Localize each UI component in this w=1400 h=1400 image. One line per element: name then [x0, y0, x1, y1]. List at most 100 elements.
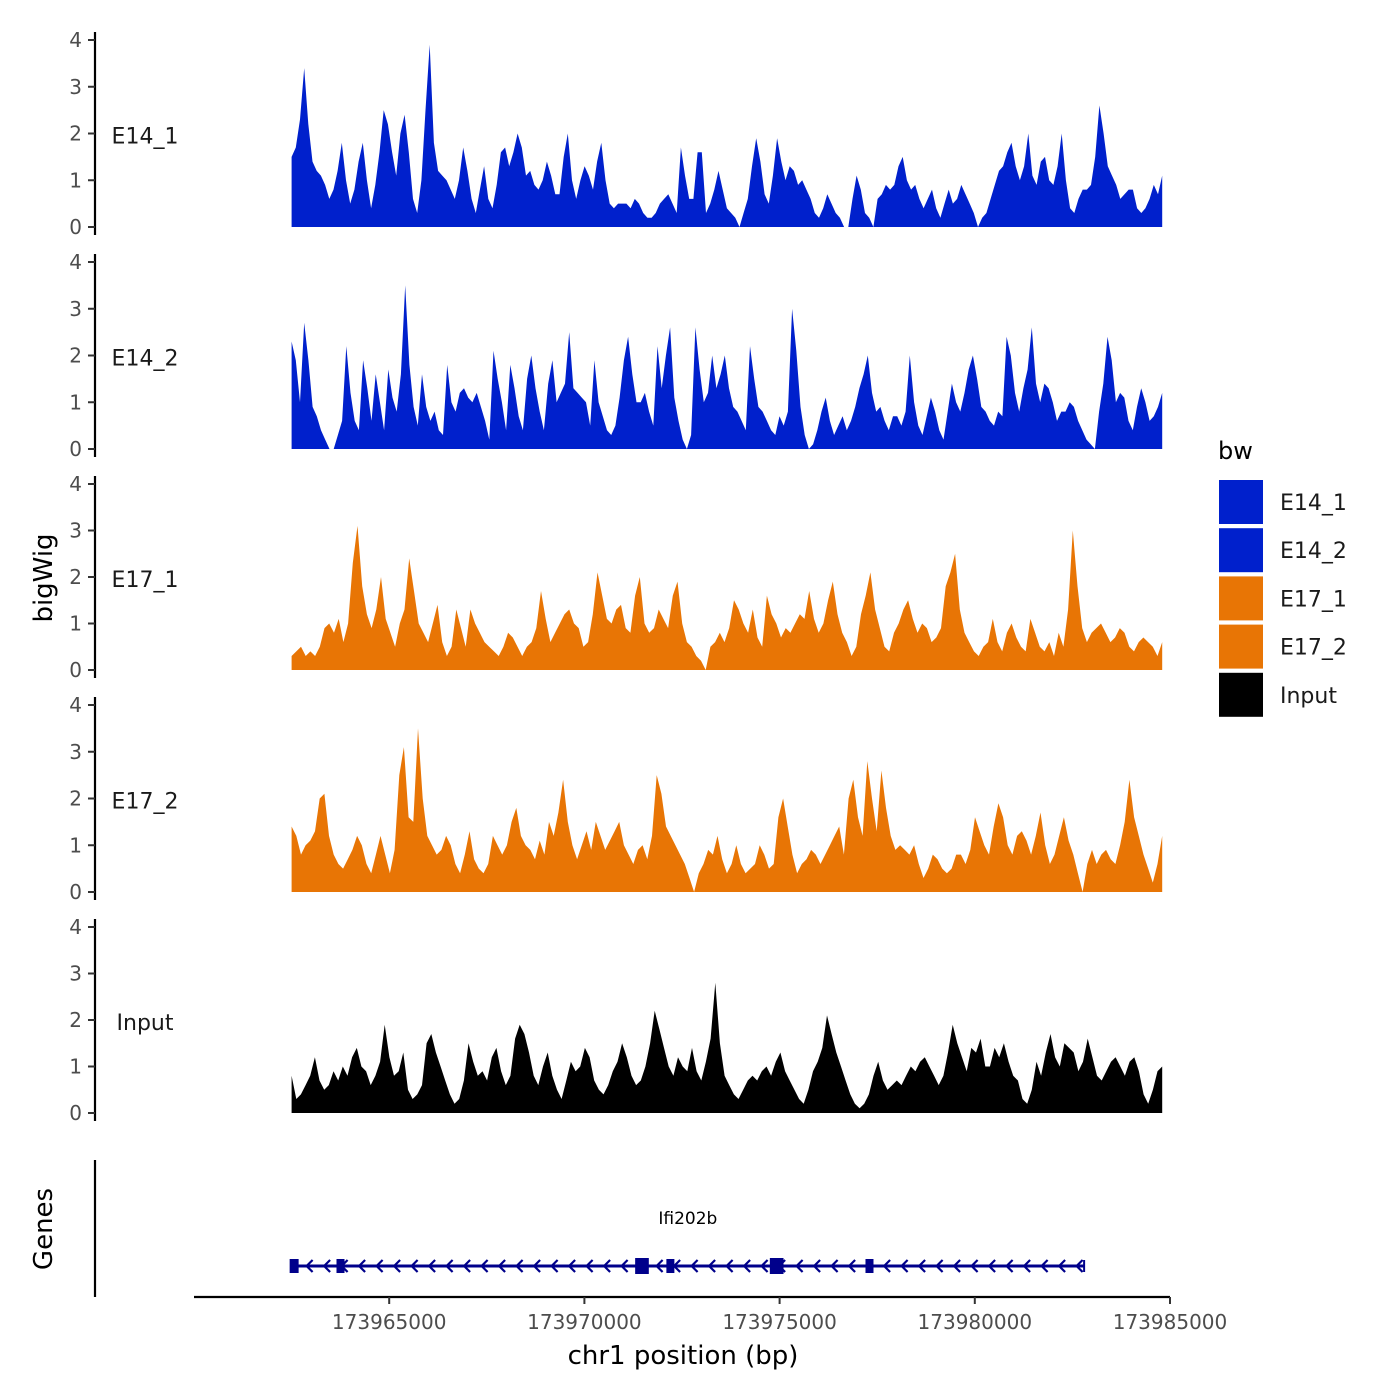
- genes-track: Ifi202b: [93, 1160, 1086, 1297]
- genes-axis-label: Genes: [29, 1188, 59, 1270]
- strand-arrow: [952, 1259, 961, 1273]
- strand-arrow: [917, 1259, 926, 1273]
- strand-arrow: [812, 1259, 821, 1273]
- y-tick-label: 0: [69, 880, 82, 904]
- y-tick-label: 4: [69, 28, 82, 52]
- y-tick-label: 2: [69, 565, 82, 589]
- y-tick-label: 0: [69, 658, 82, 682]
- track-E17_1: 0 1 2 3 4 E17_1: [69, 472, 1163, 682]
- strand-arrow: [690, 1259, 699, 1273]
- y-tick-label: 1: [69, 833, 82, 857]
- strand-arrow: [392, 1259, 401, 1273]
- x-tick-label: 173970000: [527, 1310, 642, 1334]
- strand-arrow: [900, 1259, 909, 1273]
- track-label: E17_2: [112, 790, 179, 815]
- strand-arrow: [585, 1259, 594, 1273]
- y-tick-label: 1: [69, 168, 82, 192]
- y-tick-label: 0: [69, 215, 82, 239]
- strand-arrow: [847, 1259, 856, 1273]
- strand-arrow: [760, 1259, 769, 1273]
- gene-label: Ifi202b: [658, 1209, 717, 1229]
- strand-arrow: [357, 1259, 366, 1273]
- x-tick-label: 173980000: [918, 1310, 1033, 1334]
- strand-arrow: [480, 1259, 489, 1273]
- y-tick-label: 4: [69, 693, 82, 717]
- strand-arrow: [375, 1259, 384, 1273]
- x-axis: 173965000 173970000 173975000 173980000 1739…: [194, 1295, 1228, 1334]
- strand-arrow: [532, 1259, 541, 1273]
- exon: [336, 1259, 345, 1273]
- track-E14_2: 0 1 2 3 4 E14_2: [69, 250, 1163, 461]
- y-tick-label: 3: [69, 962, 82, 986]
- strand-arrow: [410, 1259, 419, 1273]
- y-tick-label: 3: [69, 519, 82, 543]
- strand-arrow: [322, 1259, 331, 1273]
- strand-arrow: [987, 1259, 996, 1273]
- y-tick-label: 2: [69, 344, 82, 368]
- exon: [865, 1259, 874, 1273]
- signal-tracks: 0 1 2 3 4 E14_1 0 1 2 3 4 E14_2 0 1 2 3 4 E17_1 0 1 2 3 4 E17_2…: [69, 28, 1163, 1125]
- strand-arrow: [1057, 1259, 1066, 1273]
- strand-arrow: [427, 1259, 436, 1273]
- legend-swatch: [1219, 624, 1263, 669]
- strand-arrow: [620, 1259, 629, 1273]
- strand-arrow: [830, 1259, 839, 1273]
- strand-arrow: [725, 1259, 734, 1273]
- strand-arrow: [567, 1259, 576, 1273]
- track-E17_2: 0 1 2 3 4 E17_2: [69, 693, 1163, 904]
- strand-arrow: [970, 1259, 979, 1273]
- exon: [666, 1259, 675, 1273]
- track-label: E14_1: [112, 125, 179, 150]
- signal-area-Input: [291, 982, 1163, 1113]
- strand-arrow: [707, 1259, 716, 1273]
- y-tick-label: 2: [69, 122, 82, 146]
- x-tick-label: 173975000: [722, 1310, 837, 1334]
- y-tick-label: 4: [69, 915, 82, 939]
- strand-arrow: [497, 1259, 506, 1273]
- strand-arrow: [1075, 1259, 1084, 1273]
- exon: [769, 1258, 784, 1274]
- exon: [289, 1259, 299, 1273]
- y-tick-label: 2: [69, 787, 82, 811]
- strand-arrow: [742, 1259, 751, 1273]
- signal-area-E17_1: [291, 525, 1163, 670]
- y-tick-label: 3: [69, 740, 82, 764]
- exon: [635, 1258, 649, 1274]
- signal-area-E14_2: [291, 285, 1163, 449]
- y-tick-label: 3: [69, 297, 82, 321]
- x-axis-label: chr1 position (bp): [568, 1341, 799, 1371]
- y-tick-label: 1: [69, 1055, 82, 1079]
- legend-title: bw: [1218, 437, 1253, 465]
- legend-swatch: [1219, 528, 1263, 573]
- y-tick-label: 3: [69, 75, 82, 99]
- legend-swatch: [1219, 672, 1263, 717]
- x-tick-label: 173985000: [1113, 1310, 1228, 1334]
- strand-arrow: [515, 1259, 524, 1273]
- signal-area-E17_2: [291, 728, 1163, 892]
- strand-arrow: [602, 1259, 611, 1273]
- signal-area-E14_1: [291, 44, 1163, 228]
- legend-label: E17_1: [1280, 587, 1347, 612]
- strand-arrow: [1022, 1259, 1031, 1273]
- track-Input: 0 1 2 3 4 Input: [69, 915, 1163, 1125]
- strand-arrow: [305, 1259, 314, 1273]
- legend-label: E17_2: [1280, 636, 1347, 661]
- y-tick-label: 0: [69, 1101, 82, 1125]
- x-tick-label: 173965000: [332, 1310, 447, 1334]
- track-label: Input: [117, 1011, 174, 1036]
- legend: bw E14_1 E14_2 E17_1 E17_2 Input: [1218, 437, 1347, 717]
- track-E14_1: 0 1 2 3 4 E14_1: [69, 28, 1163, 239]
- y-tick-label: 4: [69, 472, 82, 496]
- strand-arrow: [882, 1259, 891, 1273]
- strand-arrow: [462, 1259, 471, 1273]
- strand-arrow: [445, 1259, 454, 1273]
- legend-label: E14_2: [1280, 539, 1347, 564]
- strand-arrow: [935, 1259, 944, 1273]
- strand-arrow: [655, 1259, 664, 1273]
- track-label: E14_2: [112, 347, 179, 372]
- legend-label: Input: [1280, 684, 1337, 709]
- strand-arrow: [1005, 1259, 1014, 1273]
- y-tick-label: 1: [69, 390, 82, 414]
- y-axis-label: bigWig: [29, 533, 59, 622]
